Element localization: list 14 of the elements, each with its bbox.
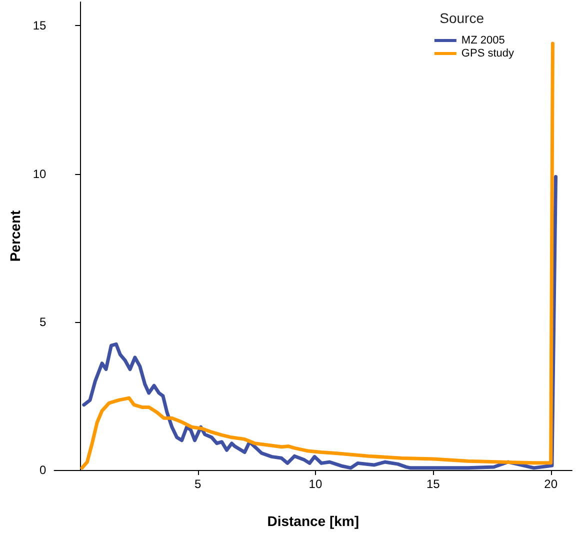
x-tick-label: 10 [308,477,322,491]
x-tick-label: 15 [426,477,440,491]
y-tick-label: 0 [40,463,47,477]
x-tick-label: 5 [194,477,202,491]
y-tick-label: 5 [40,314,47,329]
y-axis-title: Percent [7,210,23,262]
legend-title: Source [440,10,484,26]
legend-label: GPS study [461,48,514,60]
line-series [82,175,558,470]
x-tick-label: 20 [544,477,558,491]
x-axis-title: Distance [km] [267,513,360,529]
y-tick-label: 10 [32,166,47,181]
y-tick-label: 15 [32,18,47,33]
legend-label: MZ 2005 [461,34,505,46]
